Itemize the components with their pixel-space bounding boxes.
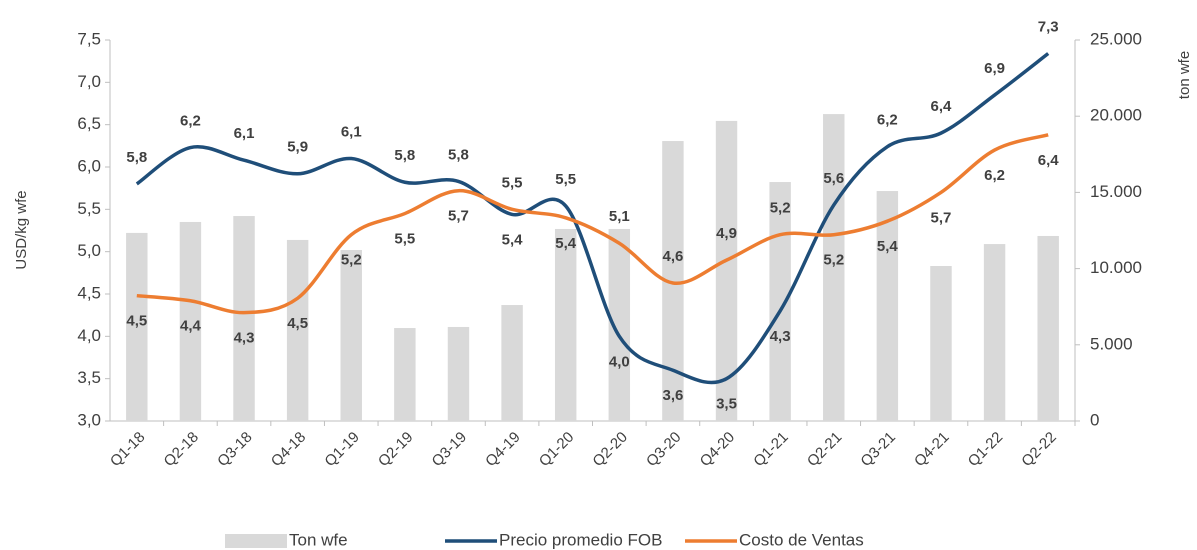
bar [394, 328, 416, 421]
x-tick-label: Q2-18 [161, 429, 203, 471]
y2-tick-label: 25.000 [1090, 29, 1142, 48]
bar [233, 216, 255, 421]
y-tick-label: 3,0 [77, 410, 101, 429]
data-label: 5,9 [287, 139, 308, 156]
x-tick-label: Q1-20 [536, 429, 578, 471]
data-label: 4,4 [180, 318, 202, 335]
data-label: 4,0 [609, 353, 630, 370]
bar [662, 141, 684, 421]
y-tick-label: 5,0 [77, 241, 101, 260]
data-label: 6,2 [984, 167, 1005, 184]
data-label: 6,2 [877, 112, 898, 129]
data-label: 5,7 [931, 209, 952, 226]
legend-label: Ton wfe [289, 530, 348, 549]
line [135, 52, 1050, 385]
bar [554, 228, 577, 421]
y2-tick-label: 15.000 [1090, 182, 1142, 201]
bar [286, 239, 309, 421]
data-label: 5,5 [394, 231, 415, 248]
data-label: 5,1 [609, 208, 630, 225]
data-label: 5,8 [126, 149, 147, 166]
legend-label: Costo de Ventas [739, 530, 864, 549]
data-label: 5,4 [555, 235, 577, 252]
y-axis-title: USD/kg wfe [13, 190, 30, 269]
bar [1037, 235, 1059, 421]
line [136, 133, 1049, 315]
data-label: 5,2 [770, 200, 791, 217]
data-label: 5,8 [394, 147, 415, 164]
x-tick-label: Q1-21 [750, 429, 792, 471]
x-tick-label: Q3-21 [857, 429, 899, 471]
data-label: 4,6 [662, 248, 683, 265]
y-tick-label: 3,5 [77, 368, 101, 387]
data-label: 5,6 [823, 170, 844, 187]
data-label: 5,7 [448, 208, 469, 225]
data-label: 6,4 [1038, 152, 1060, 169]
data-label: 3,6 [662, 387, 683, 404]
data-label: 4,5 [126, 313, 147, 330]
data-label: 6,1 [234, 125, 255, 142]
y-tick-label: 7,0 [77, 72, 101, 91]
bar [340, 250, 362, 421]
bar [823, 114, 845, 421]
x-tick-label: Q2-21 [804, 429, 846, 471]
y2-tick-label: 20.000 [1090, 106, 1142, 125]
data-label: 4,3 [770, 328, 791, 345]
data-label: 5,5 [502, 174, 523, 191]
bar [930, 266, 952, 421]
y2-tick-label: 0 [1090, 410, 1099, 429]
y2-axis-title: ton wfe [1176, 51, 1193, 99]
bar [983, 244, 1006, 421]
legend-swatch [225, 534, 287, 548]
x-tick-label: Q3-19 [429, 429, 471, 471]
data-label: 4,5 [287, 315, 308, 332]
data-label: 5,4 [502, 231, 524, 248]
y-tick-label: 7,5 [77, 29, 101, 48]
y-tick-label: 4,5 [77, 283, 101, 302]
bar [447, 326, 470, 421]
data-label: 6,2 [180, 112, 201, 129]
data-label: 5,2 [341, 252, 362, 269]
data-label: 3,5 [716, 396, 737, 413]
x-tick-label: Q2-19 [375, 429, 417, 471]
x-tick-label: Q1-19 [321, 429, 363, 471]
x-tick-label: Q2-20 [589, 429, 631, 471]
bar [126, 232, 148, 421]
bar [769, 182, 791, 421]
data-label: 4,9 [716, 225, 737, 242]
y2-tick-label: 10.000 [1090, 258, 1142, 277]
bar [876, 191, 899, 421]
x-tick-label: Q3-18 [214, 429, 256, 471]
data-label: 6,1 [341, 124, 362, 141]
x-tick-label: Q3-20 [643, 429, 685, 471]
data-label: 6,9 [984, 60, 1005, 77]
y-tick-label: 4,0 [77, 326, 101, 345]
bar [608, 228, 631, 421]
x-tick-label: Q1-22 [965, 429, 1007, 471]
x-tick-label: Q2-22 [1018, 429, 1060, 471]
x-tick-label: Q4-19 [482, 429, 524, 471]
data-label: 5,5 [555, 171, 576, 188]
y2-tick-label: 5.000 [1090, 334, 1133, 353]
legend-label: Precio promedio FOB [499, 530, 662, 549]
bar [715, 120, 738, 421]
data-label: 7,3 [1038, 19, 1059, 36]
y-tick-label: 6,0 [77, 156, 101, 175]
data-label: 5,4 [877, 238, 899, 255]
y-tick-label: 5,5 [77, 199, 101, 218]
data-label: 5,8 [448, 146, 469, 163]
data-label: 6,4 [931, 98, 953, 115]
data-label: 4,3 [234, 330, 255, 347]
x-tick-label: Q4-21 [911, 429, 953, 471]
x-tick-label: Q1-18 [107, 429, 149, 471]
x-tick-label: Q4-18 [268, 429, 310, 471]
bar [501, 305, 523, 421]
y-tick-label: 6,5 [77, 114, 101, 133]
x-tick-label: Q4-20 [697, 429, 739, 471]
bar [179, 221, 202, 421]
data-label: 5,2 [823, 252, 844, 269]
